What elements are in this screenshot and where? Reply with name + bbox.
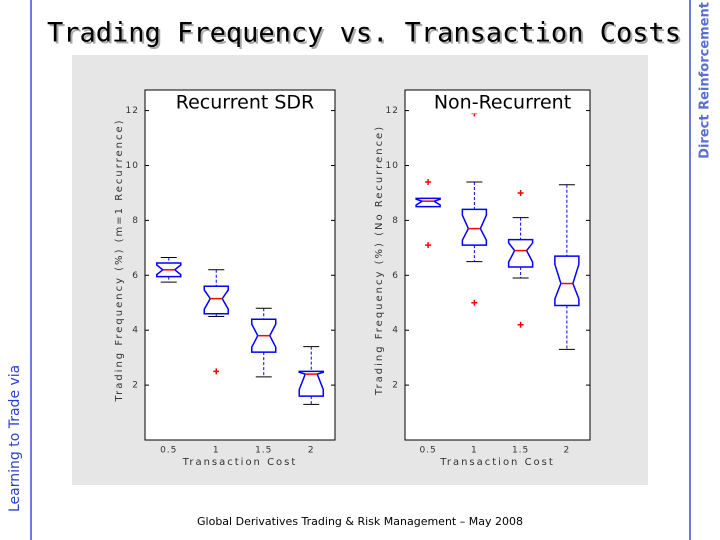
footer: Global Derivatives Trading & Risk Manage… xyxy=(197,515,523,528)
box xyxy=(156,262,182,278)
box xyxy=(298,370,324,397)
outlier xyxy=(517,321,524,328)
x-tick-label: 1.5 xyxy=(512,446,529,456)
title-shadow: Trading Frequency vs. Transaction Costs xyxy=(49,20,683,51)
chart-title: Recurrent SDR xyxy=(176,92,315,114)
slide-title: Trading Frequency vs. Transaction Costs xyxy=(47,18,681,49)
y-tick-label: 8 xyxy=(132,216,139,226)
outlier xyxy=(471,299,478,306)
box xyxy=(203,285,229,315)
y-tick-label: 2 xyxy=(132,381,139,391)
y-tick-label: 6 xyxy=(132,271,139,281)
y-tick-label: 2 xyxy=(392,381,399,391)
x-tick-label: 0.5 xyxy=(160,446,177,456)
x-tick-label: 0.5 xyxy=(419,446,436,456)
box xyxy=(507,238,534,268)
side-label-right: Direct Reinforcement xyxy=(698,2,713,159)
x-tick-label: 1.5 xyxy=(255,446,272,456)
x-tick-label: 2 xyxy=(308,446,315,456)
y-tick-label: 10 xyxy=(126,161,139,171)
box xyxy=(554,255,580,307)
y-axis-label: Trading Frequency (%) (m=1 Recurrence) xyxy=(114,118,125,402)
axes xyxy=(404,89,591,441)
x-axis-label: Transaction Cost xyxy=(182,457,298,468)
outlier xyxy=(425,178,432,185)
box xyxy=(415,197,441,208)
chart-title-bg xyxy=(431,91,574,114)
chart-title-bg xyxy=(173,91,317,114)
y-tick-label: 12 xyxy=(126,106,139,116)
outlier xyxy=(213,368,220,375)
outlier xyxy=(425,242,432,249)
y-tick-label: 4 xyxy=(132,326,139,336)
y-axis-label: Trading Frequency (%) (No Recurrence) xyxy=(374,125,385,396)
x-axis-label: Transaction Cost xyxy=(439,457,555,468)
y-tick-label: 8 xyxy=(392,216,399,226)
side-label-left: Learning to Trade via xyxy=(7,365,23,512)
x-tick-label: 1 xyxy=(471,446,478,456)
y-tick-label: 6 xyxy=(392,271,399,281)
x-tick-label: 1 xyxy=(213,446,220,456)
y-tick-label: 10 xyxy=(386,161,399,171)
chart-title: Non-Recurrent xyxy=(434,92,571,114)
outlier xyxy=(517,189,524,196)
box xyxy=(461,208,488,246)
x-tick-label: 2 xyxy=(564,446,571,456)
y-tick-label: 4 xyxy=(392,326,399,336)
box xyxy=(251,318,277,353)
axes xyxy=(144,89,336,441)
y-tick-label: 12 xyxy=(386,106,399,116)
